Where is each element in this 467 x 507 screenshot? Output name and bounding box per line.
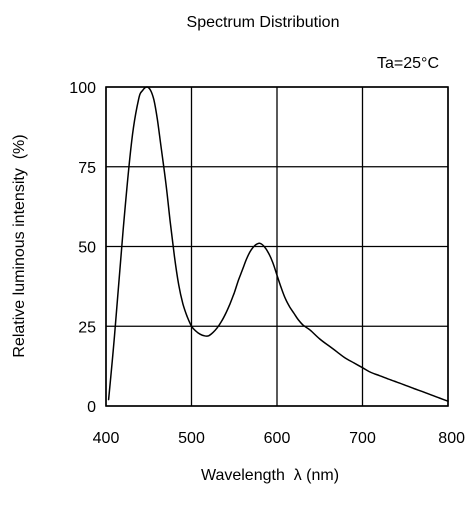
y-tick-label: 50 bbox=[78, 240, 96, 257]
chart-title: Spectrum Distribution bbox=[187, 14, 340, 31]
spectrum-curve bbox=[107, 86, 449, 402]
y-axis-label: Relative luminous intensity (%) bbox=[11, 134, 28, 357]
gridlines bbox=[105, 86, 449, 407]
x-tick-labels: 400 500 600 700 800 bbox=[93, 430, 465, 447]
x-tick-label: 500 bbox=[178, 430, 205, 447]
x-tick-label: 700 bbox=[349, 430, 376, 447]
y-tick-label: 75 bbox=[78, 160, 96, 177]
x-axis-label: Wavelength λ (nm) bbox=[201, 467, 339, 484]
y-tick-label: 100 bbox=[69, 80, 96, 97]
x-tick-label: 800 bbox=[438, 430, 465, 447]
x-tick-label: 600 bbox=[264, 430, 291, 447]
y-tick-labels: 0 25 50 75 100 bbox=[69, 80, 96, 416]
y-tick-label: 25 bbox=[78, 319, 96, 336]
y-tick-label: 0 bbox=[87, 399, 96, 416]
plot-frame bbox=[105, 86, 449, 407]
x-tick-label: 400 bbox=[93, 430, 120, 447]
temperature-annotation: Ta=25°C bbox=[377, 55, 439, 72]
